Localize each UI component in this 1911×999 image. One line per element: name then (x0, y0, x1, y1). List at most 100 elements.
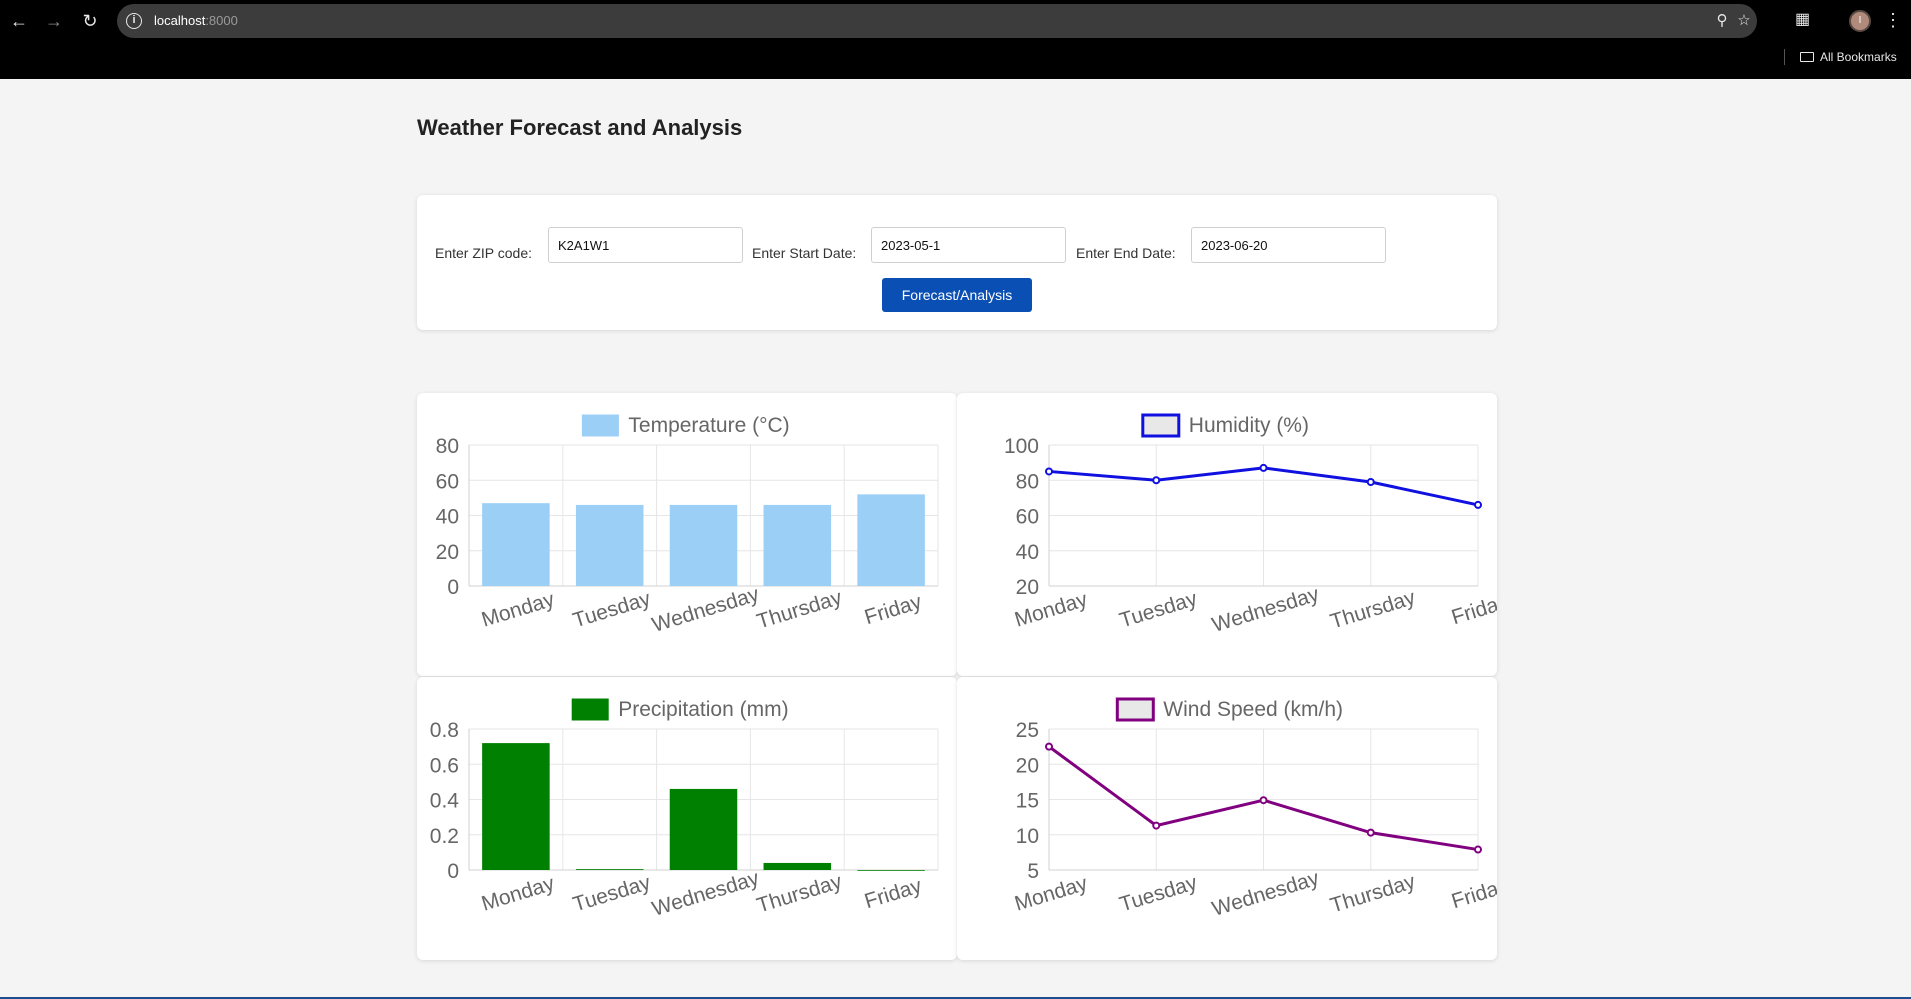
legend: Wind Speed (km/h) (1115, 697, 1343, 722)
data-point (1366, 828, 1375, 837)
x-tick-label: Thursday (754, 870, 845, 918)
x-tick-label: Tuesday (570, 871, 653, 916)
data-point (1045, 742, 1053, 751)
data-point (1045, 467, 1053, 476)
menu-icon[interactable]: ⋮ (1884, 10, 1902, 30)
y-tick-label: 0.8 (430, 719, 459, 742)
forward-icon[interactable]: → (45, 11, 63, 31)
x-tick-label: Thursday (1328, 586, 1419, 634)
x-tick-label: Wednesday (1209, 582, 1322, 636)
legend: Humidity (%) (1141, 413, 1309, 438)
x-tick-label: Wednesday (649, 866, 762, 920)
end-date-label: Enter End Date: (1076, 245, 1176, 261)
y-tick-label: 80 (436, 435, 459, 458)
bar-monday (482, 503, 550, 586)
x-tick-label: Wednesday (1209, 866, 1322, 920)
info-icon[interactable]: i (126, 13, 142, 29)
zoom-icon[interactable]: ⚲ (1716, 12, 1728, 29)
x-tick-label: Monday (479, 872, 558, 916)
temperature-chart: Temperature (°C) 0 20 40 60 80 Monday TuesdayWe… (436, 414, 939, 637)
legend-swatch (1115, 697, 1155, 722)
start-date-label: Enter Start Date: (752, 245, 857, 261)
x-tick-label: Thursday (1328, 870, 1419, 918)
temperature-chart-card: Temperature (°C) 0 20 40 60 80 Monday Tuesday We… (417, 393, 957, 676)
y-tick-label: 40 (436, 506, 459, 529)
x-tick-label: Friday (862, 590, 925, 629)
y-tick-label: 5 (1027, 860, 1039, 883)
legend-swatch (571, 698, 609, 721)
forecast-form: Enter ZIP code: Enter Start Date: Enter … (417, 195, 1497, 330)
x-tick-label: Monday (1012, 872, 1091, 916)
data-point (1366, 478, 1375, 487)
extensions-icon[interactable]: ▦ (1795, 11, 1811, 28)
star-icon[interactable]: ☆ (1737, 12, 1751, 29)
x-tick-label: Tuesday (1117, 587, 1200, 632)
data-point (1259, 796, 1268, 805)
legend-swatch (1141, 413, 1181, 438)
x-tick-label: Thursday (754, 586, 845, 634)
forecast-analysis-button[interactable]: Forecast/Analysis (882, 278, 1032, 312)
y-tick-label: 15 (1016, 790, 1039, 813)
y-tick-label: 10 (1016, 825, 1039, 848)
y-tick-label: 0 (447, 576, 459, 599)
y-tick-label: 60 (436, 470, 459, 493)
back-icon[interactable]: ← (10, 11, 28, 31)
bar-thursday (763, 504, 832, 586)
start-date-input[interactable] (871, 227, 1066, 263)
bar-tuesday (575, 869, 644, 870)
legend: Temperature (°C) (581, 414, 790, 437)
bar-wednesday (669, 788, 738, 870)
legend-swatch (581, 414, 619, 437)
data-point (1259, 463, 1268, 472)
x-tick-label: Friday (1449, 874, 1497, 913)
y-tick-label: 20 (1016, 576, 1039, 599)
y-tick-label: 0.6 (430, 754, 459, 777)
y-tick-label: 0.2 (430, 825, 459, 848)
avatar[interactable]: I (1849, 10, 1871, 32)
bottom-edge (0, 997, 1911, 999)
x-tick-label: Friday (1449, 590, 1497, 629)
zip-input[interactable] (548, 227, 743, 263)
x-tick-label: Friday (862, 874, 925, 913)
y-tick-label: 60 (1016, 506, 1039, 529)
chart-title: Precipitation (mm) (618, 698, 788, 721)
x-tick-label: Tuesday (1117, 871, 1200, 916)
chart-title: Temperature (°C) (628, 414, 789, 437)
page-title: Weather Forecast and Analysis (417, 115, 743, 140)
y-tick-label: 0 (447, 860, 459, 883)
humidity-chart-card: Humidity (%) 20 40 60 80 100 Monday Tuesday Wedn… (957, 393, 1497, 676)
chart-title: Humidity (%) (1189, 414, 1309, 437)
precipitation-chart-card: Precipitation (mm) 0 0.2 0.4 0.6 0.8 Monday Tue… (417, 677, 957, 960)
bar-thursday (763, 862, 832, 870)
y-tick-label: 40 (1016, 541, 1039, 564)
reload-icon[interactable]: ↻ (82, 11, 98, 31)
bookmarks-separator (1784, 49, 1785, 65)
data-point (1152, 821, 1161, 830)
data-point (1474, 845, 1482, 854)
bar-monday (482, 743, 550, 870)
y-tick-label: 20 (436, 541, 459, 564)
y-tick-label: 80 (1016, 470, 1039, 493)
all-bookmarks[interactable]: All Bookmarks (1800, 50, 1897, 64)
bar-wednesday (669, 504, 738, 586)
precipitation-chart: Precipitation (mm) 0 0.2 0.4 0.6 0.8 Monday Tue… (430, 698, 939, 921)
zip-label: Enter ZIP code: (435, 245, 533, 261)
browser-chrome: ← → ↻ i localhost:8000 ⚲ ☆ ▦ I ⋮ All Boo… (0, 0, 1911, 79)
url-text[interactable]: localhost:8000 (154, 13, 238, 28)
end-date-input[interactable] (1191, 227, 1386, 263)
data-point (1474, 500, 1482, 509)
bar-friday (857, 870, 925, 871)
bar-friday (857, 494, 925, 586)
address-bar[interactable]: i localhost:8000 ⚲ ☆ (117, 4, 1757, 38)
y-tick-label: 0.4 (430, 790, 460, 813)
x-tick-label: Tuesday (570, 587, 653, 632)
x-tick-label: Wednesday (649, 582, 762, 636)
y-tick-label: 20 (1016, 754, 1039, 777)
folder-icon (1800, 52, 1814, 62)
chart-title: Wind Speed (km/h) (1163, 698, 1343, 721)
data-point (1152, 476, 1161, 485)
bar-tuesday (575, 504, 644, 586)
windspeed-chart-card: Wind Speed (km/h) 5 10 15 20 25 Monday Tuesday W… (957, 677, 1497, 960)
y-tick-label: 100 (1004, 435, 1039, 458)
